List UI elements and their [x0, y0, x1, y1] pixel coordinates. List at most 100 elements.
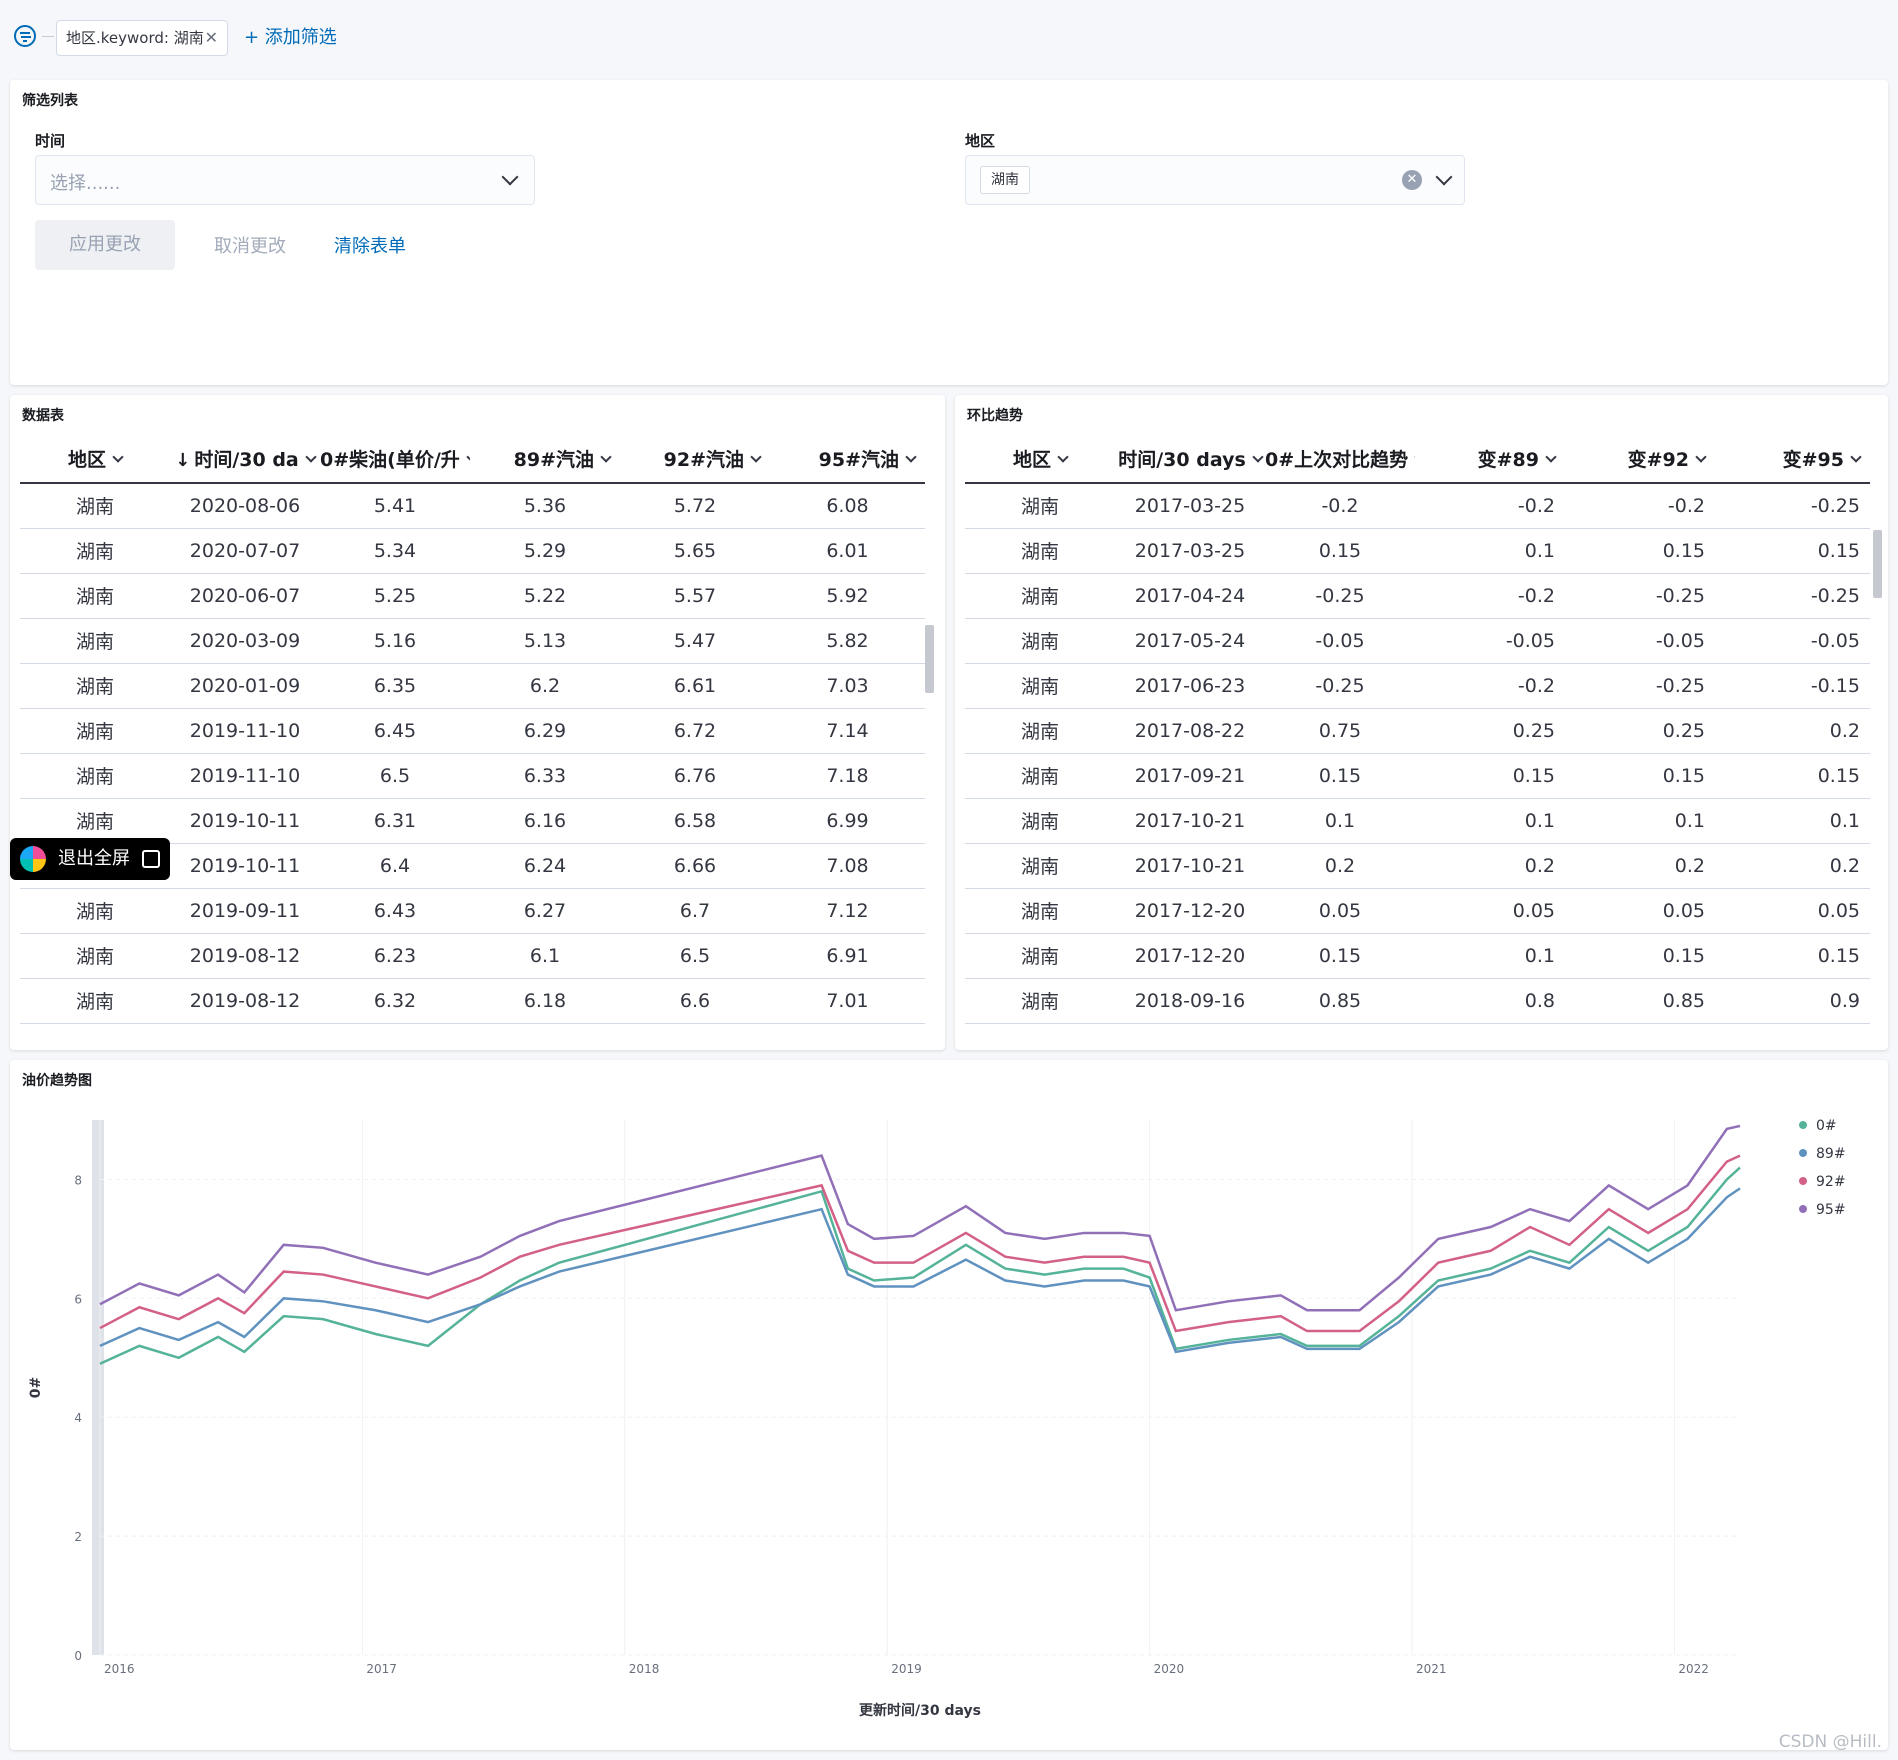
column-header[interactable]: 时间/30 days — [1115, 435, 1265, 484]
close-icon[interactable]: ✕ — [204, 28, 218, 47]
table-cell: 0.1 — [1715, 798, 1870, 844]
table-cell: 2017-06-23 — [1115, 663, 1265, 709]
chevron-down-icon[interactable] — [1545, 451, 1557, 463]
table-cell: 湖南 — [965, 798, 1115, 844]
filter-pill[interactable]: 地区.keyword: 湖南 ✕ — [56, 20, 228, 56]
chevron-down-icon[interactable] — [1252, 451, 1264, 463]
column-header[interactable]: 95#汽油 — [770, 435, 925, 484]
column-header[interactable]: ↓ 时间/30 da — [170, 435, 320, 484]
table-row[interactable]: 湖南 2018-09-16 0.85 0.8 0.85 0.9 — [965, 978, 1870, 1024]
table-cell: -0.2 — [1265, 483, 1415, 529]
scrollbar[interactable] — [925, 625, 934, 693]
table-row[interactable]: 湖南 2020-08-06 5.41 5.36 5.72 6.08 — [20, 483, 925, 529]
table-cell: 2017-10-21 — [1115, 798, 1265, 844]
region-select[interactable]: 湖南 ✕ — [965, 155, 1465, 205]
table-row[interactable]: 湖南 2017-03-25 0.15 0.1 0.15 0.15 — [965, 528, 1870, 574]
table-cell: 0.9 — [1715, 978, 1870, 1024]
table-cell: 湖南 — [965, 888, 1115, 934]
table-row[interactable]: 湖南 2017-06-23 -0.25 -0.2 -0.25 -0.15 — [965, 663, 1870, 709]
chevron-down-icon[interactable] — [905, 451, 917, 463]
table-row[interactable]: 湖南 2020-07-07 5.34 5.29 5.65 6.01 — [20, 528, 925, 574]
table-cell: 0.15 — [1265, 528, 1415, 574]
table-cell: 湖南 — [20, 888, 170, 934]
table-row[interactable]: 湖南 2017-10-21 0.1 0.1 0.1 0.1 — [965, 798, 1870, 844]
table-cell: 6.61 — [620, 663, 770, 709]
table-cell: 6.23 — [320, 933, 470, 979]
cancel-button[interactable]: 取消更改 — [214, 236, 286, 257]
column-header[interactable]: 92#汽油 — [620, 435, 770, 484]
scrollbar[interactable] — [1873, 530, 1882, 598]
chevron-down-icon[interactable] — [750, 451, 762, 463]
table-row[interactable]: 湖南 2017-03-25 -0.2 -0.2 -0.2 -0.25 — [965, 483, 1870, 529]
table-row[interactable]: 湖南 2019-08-12 6.32 6.18 6.6 7.01 — [20, 978, 925, 1024]
table-cell: 5.29 — [470, 528, 620, 574]
legend-label: 0# — [1816, 1118, 1837, 1134]
trend-table-panel: 环比趋势 地区 时间/30 days 0#上次对比趋势 变#89 变#92 变#95 湖南… — [955, 395, 1888, 1050]
sort-arrow-icon[interactable]: ↓ — [175, 450, 191, 471]
chevron-down-icon[interactable] — [1057, 451, 1069, 463]
column-header[interactable]: 0#上次对比趋势 — [1265, 435, 1415, 484]
clear-form-button[interactable]: 清除表单 — [334, 236, 406, 257]
table-cell: 6.32 — [320, 978, 470, 1024]
chevron-down-icon[interactable] — [112, 451, 124, 463]
table-cell: -0.05 — [1715, 618, 1870, 664]
chevron-down-icon[interactable] — [1850, 451, 1862, 463]
table-row[interactable]: 湖南 2020-03-09 5.16 5.13 5.47 5.82 — [20, 618, 925, 664]
exit-fullscreen-button[interactable]: 退出全屏 — [10, 838, 170, 880]
table-row[interactable]: 湖南 2019-10-11 6.31 6.16 6.58 6.99 — [20, 798, 925, 844]
table-cell: -0.25 — [1265, 663, 1415, 709]
table-row[interactable]: 湖南 2017-10-21 0.2 0.2 0.2 0.2 — [965, 843, 1870, 889]
y-axis-label: 0# — [28, 1377, 44, 1398]
table-row[interactable]: 湖南 2019-08-12 6.23 6.1 6.5 6.91 — [20, 933, 925, 979]
column-header[interactable]: 0#柴油(单价/升 — [320, 435, 470, 484]
y-tick-label: 0 — [74, 1649, 82, 1663]
table-cell: 0.05 — [1265, 888, 1415, 934]
time-placeholder: 选择...... — [50, 173, 121, 194]
table-row[interactable]: 湖南 2019-11-10 6.45 6.29 6.72 7.14 — [20, 708, 925, 754]
apply-button[interactable]: 应用更改 — [35, 220, 175, 270]
table-row[interactable]: 湖南 2017-08-22 0.75 0.25 0.25 0.2 — [965, 708, 1870, 754]
table-cell: 2017-10-21 — [1115, 843, 1265, 889]
table-cell: 6.91 — [770, 933, 925, 979]
table-cell: 5.16 — [320, 618, 470, 664]
table-cell: 0.1 — [1565, 798, 1715, 844]
x-tick-label: 2022 — [1678, 1662, 1709, 1676]
filter-icon[interactable] — [14, 25, 36, 47]
column-header[interactable]: 变#92 — [1565, 435, 1715, 484]
chevron-down-icon[interactable] — [305, 451, 317, 463]
table-cell: 0.15 — [1715, 528, 1870, 574]
table-row[interactable]: 湖南 2017-12-20 0.15 0.1 0.15 0.15 — [965, 933, 1870, 979]
region-chip[interactable]: 湖南 — [980, 166, 1030, 194]
table-cell: 湖南 — [20, 798, 170, 844]
table-row[interactable]: 湖南 2019-11-10 6.5 6.33 6.76 7.18 — [20, 753, 925, 799]
chevron-down-icon[interactable] — [1695, 451, 1707, 463]
y-tick-label: 6 — [74, 1292, 82, 1306]
y-tick-label: 2 — [74, 1530, 82, 1544]
add-filter-button[interactable]: + 添加筛选 — [244, 27, 337, 48]
legend-marker — [1799, 1205, 1807, 1213]
table-cell: 6.29 — [470, 708, 620, 754]
oil-price-chart: 0 2 4 6 8 2016 2017 2018 2019 2020 2021 2022 更新时间/30… — [28, 1118, 1846, 1719]
column-header[interactable]: 变#89 — [1415, 435, 1565, 484]
column-header[interactable]: 89#汽油 — [470, 435, 620, 484]
column-header[interactable]: 地区 — [965, 435, 1115, 484]
chevron-down-icon[interactable] — [600, 451, 612, 463]
column-header[interactable]: 地区 — [20, 435, 170, 484]
table-row[interactable]: 湖南 2020-06-07 5.25 5.22 5.57 5.92 — [20, 573, 925, 619]
clear-icon[interactable]: ✕ — [1402, 170, 1422, 190]
table-cell: 湖南 — [20, 618, 170, 664]
table-row[interactable]: 湖南 2017-04-24 -0.25 -0.2 -0.25 -0.25 — [965, 573, 1870, 619]
table-cell: 2019-08-12 — [170, 978, 320, 1024]
table-row[interactable]: 湖南 2017-12-20 0.05 0.05 0.05 0.05 — [965, 888, 1870, 934]
table-row[interactable]: 湖南 2017-09-21 0.15 0.15 0.15 0.15 — [965, 753, 1870, 799]
table-row[interactable]: 湖南 2017-05-24 -0.05 -0.05 -0.05 -0.05 — [965, 618, 1870, 664]
table-row[interactable]: 湖南 2020-01-09 6.35 6.2 6.61 7.03 — [20, 663, 925, 709]
table-cell: 2017-03-25 — [1115, 483, 1265, 529]
time-select[interactable]: 选择...... — [35, 155, 535, 205]
table-row[interactable]: 湖南 2019-09-11 6.43 6.27 6.7 7.12 — [20, 888, 925, 934]
table-cell: -0.05 — [1415, 618, 1565, 664]
table-cell: 6.24 — [470, 843, 620, 889]
chevron-down-icon[interactable] — [1435, 168, 1453, 186]
column-header[interactable]: 变#95 — [1715, 435, 1870, 484]
